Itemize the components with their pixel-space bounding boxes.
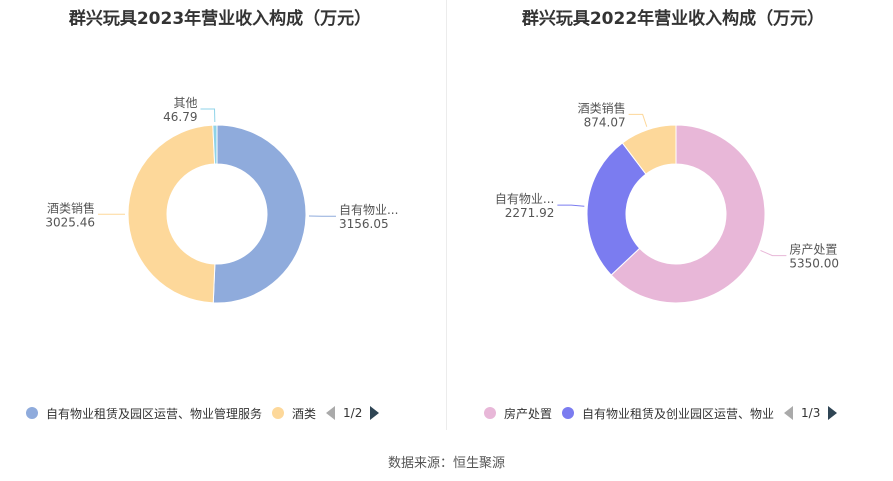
- legend-2023: 自有物业租赁及园区运营、物业管理服务 酒类 1/2: [26, 403, 380, 423]
- donut-charts: 自有物业...3156.05酒类销售3025.46其他46.79房产处置5350…: [45, 96, 839, 304]
- data-source: 数据来源：恒生聚源: [387, 456, 505, 471]
- legend-label: 房产处置: [504, 406, 553, 421]
- slice-value-label: 874.07: [584, 115, 626, 129]
- prev-page-icon[interactable]: [326, 406, 336, 420]
- legend-item-property-sale-2022[interactable]: 房产处置: [484, 405, 552, 422]
- legend-dot-icon: [272, 407, 285, 419]
- legend-dot-icon: [484, 407, 496, 419]
- legend-item-liquor-2023[interactable]: 酒类: [272, 405, 316, 422]
- legend-dot-icon: [562, 407, 575, 419]
- legend-label: 酒类: [292, 406, 317, 421]
- legend-2022: 房产处置 自有物业租赁及创业园区运营、物业 1/3: [484, 403, 838, 423]
- slice-property-2023[interactable]: [212, 124, 307, 304]
- legend-label: 自有物业租赁及创业园区运营、物业: [582, 406, 775, 421]
- label-leader-line: [628, 113, 648, 127]
- slice-name-label: 自有物业...: [495, 192, 554, 206]
- label-leader-line: [557, 204, 585, 207]
- slice-liquor-2022[interactable]: [621, 124, 677, 175]
- legend-pager-2023: 1/2: [326, 406, 380, 420]
- slice-value-label: 3156.05: [339, 217, 389, 231]
- slice-name-label: 其他: [174, 96, 198, 110]
- next-page-icon[interactable]: [828, 406, 838, 420]
- slice-name-label: 房产处置: [789, 242, 837, 257]
- slice-value-label: 2271.92: [505, 206, 555, 220]
- legend-label: 自有物业租赁及园区运营、物业管理服务: [46, 406, 263, 421]
- slice-name-label: 酒类销售: [578, 100, 626, 115]
- slice-value-label: 5350.00: [789, 257, 839, 271]
- slice-property-sale-2022[interactable]: [610, 124, 766, 304]
- slice-property-rental-2022[interactable]: [586, 142, 647, 276]
- prev-page-icon[interactable]: [784, 406, 794, 420]
- slice-name-label: 自有物业...: [339, 203, 398, 217]
- slice-value-label: 46.79: [163, 110, 197, 124]
- legend-page-number: 1/2: [343, 406, 363, 420]
- next-page-icon[interactable]: [370, 406, 380, 420]
- legend-item-property-2023[interactable]: 自有物业租赁及园区运营、物业管理服务: [26, 405, 262, 422]
- slice-name-label: 酒类销售: [47, 200, 95, 215]
- chart-title-2022: 群兴玩具2022年营业收入构成（万元）: [521, 9, 825, 29]
- panel-divider: [446, 0, 447, 430]
- label-leader-line: [200, 108, 216, 123]
- legend-item-property-rental-2022[interactable]: 自有物业租赁及创业园区运营、物业: [562, 405, 774, 422]
- legend-pager-2022: 1/3: [784, 406, 838, 420]
- slice-value-label: 3025.46: [45, 215, 95, 229]
- chart-title-2023: 群兴玩具2023年营业收入构成（万元）: [68, 9, 372, 29]
- slice-liquor-2023[interactable]: [127, 124, 216, 304]
- slice-other-2023[interactable]: [212, 124, 218, 165]
- legend-dot-icon: [26, 407, 38, 419]
- label-leader-line: [760, 250, 787, 257]
- legend-page-number: 1/3: [801, 406, 821, 420]
